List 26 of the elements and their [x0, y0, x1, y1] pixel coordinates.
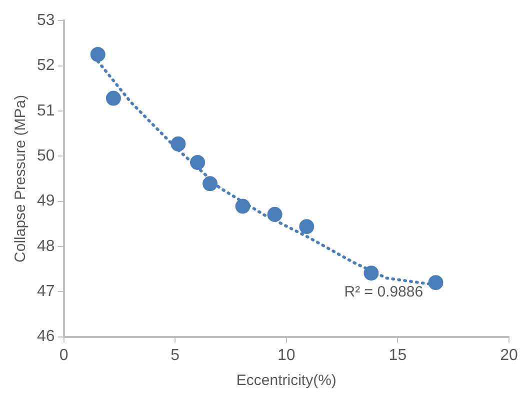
y-tick-label: 48	[37, 238, 55, 255]
y-tick-label: 47	[37, 283, 55, 300]
x-tick-label: 5	[170, 346, 180, 364]
point	[190, 154, 206, 170]
point	[170, 136, 186, 152]
x-axis-title: Eccentricity(%)	[236, 372, 336, 390]
point	[106, 90, 121, 106]
x-tick-label: 20	[500, 346, 518, 364]
point	[90, 46, 106, 62]
point	[299, 219, 314, 234]
x-tick-label: 10	[278, 346, 296, 364]
y-tick-label: 53	[37, 12, 55, 30]
y-tick-label: 49	[37, 192, 55, 210]
y-tick-label: 52	[37, 57, 55, 74]
point	[235, 198, 250, 214]
point	[428, 275, 444, 290]
annotation: R² = 0.9886	[344, 284, 424, 301]
y-axis-title: Collapse Pressure (MPa)	[12, 94, 30, 262]
y-tick-label: 51	[37, 102, 55, 120]
point	[202, 176, 218, 192]
x-tick-label: 15	[388, 346, 407, 364]
point	[267, 206, 282, 222]
y-tick-label: 50	[37, 148, 55, 165]
x-tick-label: 0	[59, 346, 68, 364]
point	[364, 266, 379, 281]
y-tick-label: 46	[37, 328, 55, 346]
